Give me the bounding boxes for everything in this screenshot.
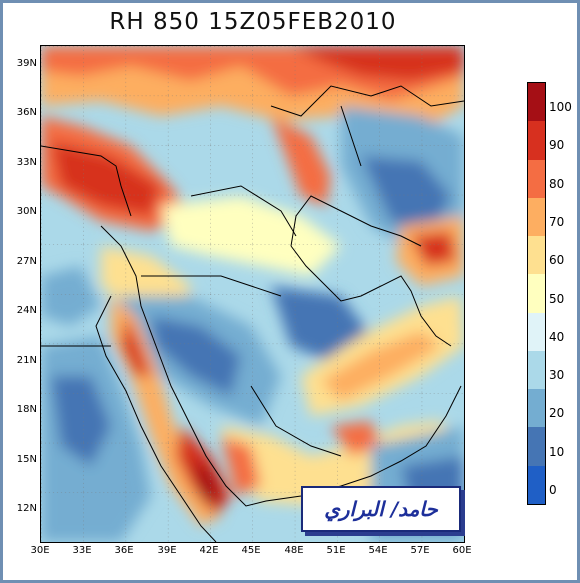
- lon-label: 51E: [326, 545, 346, 556]
- colorbar-label: 40: [549, 329, 565, 344]
- lat-label: 30N: [16, 206, 37, 217]
- lat-label: 33N: [16, 157, 37, 168]
- lat-label: 15N: [16, 454, 37, 465]
- colorbar-segment: [528, 389, 545, 428]
- colorbar-segment: [528, 83, 545, 122]
- colorbar-segment: [528, 274, 545, 313]
- colorbar-segment: [528, 312, 545, 351]
- colorbar-segment: [528, 236, 545, 275]
- colorbar-segment: [528, 350, 545, 390]
- lon-label: 36E: [114, 545, 134, 556]
- lon-label: 57E: [410, 545, 430, 556]
- colorbar-label: 90: [549, 138, 565, 153]
- lat-label: 36N: [16, 107, 37, 118]
- lat-label: 21N: [16, 355, 37, 366]
- lon-label: 54E: [368, 545, 388, 556]
- lon-label: 48E: [284, 545, 304, 556]
- colorbar-label: 10: [549, 444, 565, 459]
- lon-label: 45E: [241, 545, 261, 556]
- colorbar-segment: [528, 197, 545, 237]
- colorbar-segment: [528, 121, 545, 160]
- map-title: RH 850 15Z05FEB2010: [109, 9, 397, 35]
- colorbar-label: 20: [549, 406, 565, 421]
- colorbar-label: 100: [549, 100, 572, 115]
- colorbar-label: 80: [549, 176, 565, 191]
- lon-label: 60E: [452, 545, 472, 556]
- lat-label: 27N: [16, 256, 37, 267]
- rh-map: [40, 45, 465, 543]
- lat-label: 39N: [16, 58, 37, 69]
- colorbar-label: 30: [549, 368, 565, 383]
- lat-label: 24N: [16, 305, 37, 316]
- lon-label: 33E: [72, 545, 92, 556]
- lon-label: 42E: [199, 545, 219, 556]
- lat-label: 12N: [16, 503, 37, 514]
- lon-label: 39E: [157, 545, 177, 556]
- colorbar-segment: [528, 465, 545, 504]
- colorbar-label: 60: [549, 253, 565, 268]
- author-signature: حامد/ البراري: [301, 486, 461, 532]
- colorbar-label: 70: [549, 214, 565, 229]
- figure-panel: RH 850 15Z05FEB2010: [3, 3, 577, 580]
- colorbar-label: 50: [549, 291, 565, 306]
- lon-label: 30E: [30, 545, 50, 556]
- colorbar: [527, 82, 546, 505]
- colorbar-label: 0: [549, 482, 557, 497]
- colorbar-segment: [528, 427, 545, 466]
- lat-label: 18N: [16, 404, 37, 415]
- rh-field: [41, 46, 464, 542]
- colorbar-segment: [528, 159, 545, 198]
